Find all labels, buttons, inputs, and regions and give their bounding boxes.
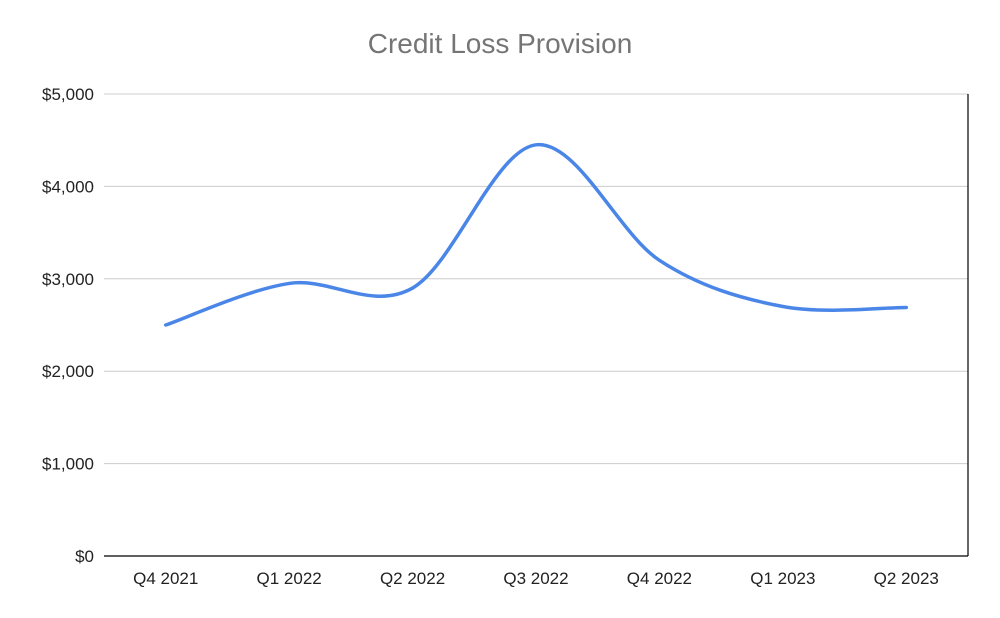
chart-title: Credit Loss Provision: [367, 28, 633, 59]
x-tick-label: Q4 2022: [627, 569, 692, 588]
x-tick-label: Q4 2021: [133, 569, 198, 588]
y-tick-label: $5,000: [42, 85, 94, 104]
series: [163, 143, 909, 327]
series-line: [163, 143, 909, 327]
x-tick-label: Q1 2023: [750, 569, 815, 588]
x-tick-label: Q2 2022: [380, 569, 445, 588]
y-tick-label: $2,000: [42, 362, 94, 381]
y-tick-label: $4,000: [42, 177, 94, 196]
y-tick-labels: $0 $1,000 $2,000 $3,000 $4,000 $5,000: [42, 85, 94, 566]
data-point: [905, 306, 908, 309]
data-point: [288, 282, 291, 285]
data-point: [411, 287, 414, 290]
data-point: [164, 324, 167, 327]
grid-lines: [104, 93, 968, 465]
x-tick-label: Q2 2023: [874, 569, 939, 588]
data-point: [535, 143, 538, 146]
x-tick-labels: Q4 2021 Q1 2022 Q2 2022 Q3 2022 Q4 2022 Q1 20…: [133, 569, 939, 588]
x-tick-label: Q1 2022: [257, 569, 322, 588]
y-tick-label: $1,000: [42, 455, 94, 474]
data-point: [781, 305, 784, 308]
y-tick-label: $0: [75, 547, 94, 566]
axes: [104, 94, 969, 557]
x-tick-label: Q3 2022: [503, 569, 568, 588]
data-point: [658, 259, 661, 262]
y-tick-label: $3,000: [42, 270, 94, 289]
